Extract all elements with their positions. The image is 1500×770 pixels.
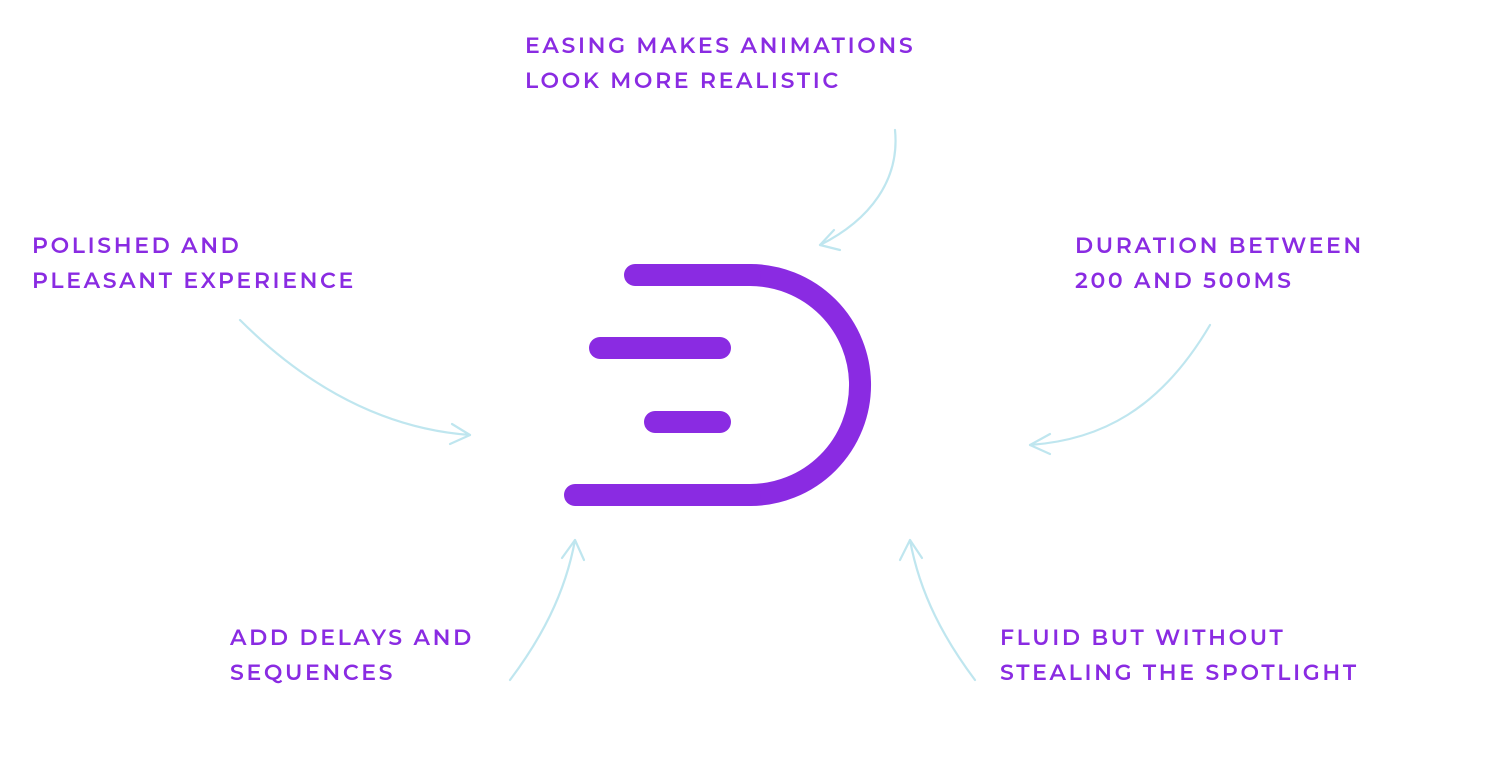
arrow-bottom-right: [910, 540, 975, 680]
arrow-bottom-left: [510, 540, 575, 680]
label-duration: DURATION BETWEEN 200 AND 500MS: [1075, 228, 1364, 298]
label-easing: EASING MAKES ANIMATIONS LOOK MORE REALIS…: [525, 28, 915, 98]
label-polished: POLISHED AND PLEASANT EXPERIENCE: [32, 228, 356, 298]
arrow-right: [1030, 325, 1210, 445]
diagram-canvas: EASING MAKES ANIMATIONS LOOK MORE REALIS…: [0, 0, 1500, 770]
label-delays: ADD DELAYS AND SEQUENCES: [230, 620, 474, 690]
arrow-top: [820, 130, 896, 245]
label-fluid: FLUID BUT WITHOUT STEALING THE SPOTLIGHT: [1000, 620, 1359, 690]
arrow-left: [240, 320, 470, 435]
motion-speed-icon: [560, 235, 940, 535]
